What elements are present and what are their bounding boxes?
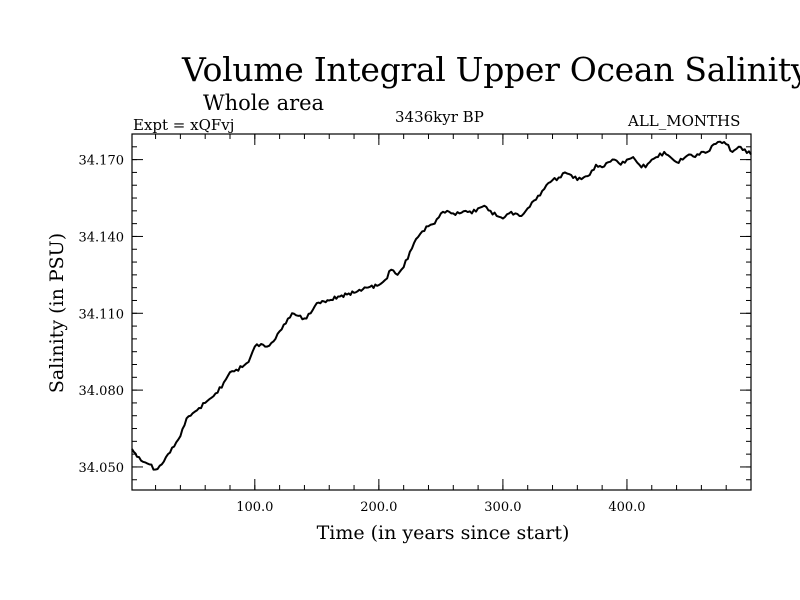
x-tick-label: 100.0: [236, 500, 273, 515]
y-tick-label: 34.140: [79, 230, 125, 245]
y-tick-label: 34.170: [79, 154, 125, 169]
months-label: ALL_MONTHS: [628, 112, 741, 130]
series-line-salinity: [131, 140, 752, 471]
x-axis-label: Time (in years since start): [317, 522, 570, 544]
x-tick-label: 300.0: [484, 500, 521, 515]
tick-labels-layer: 100.0 200.0 300.0 400.0 34.050 34.080 34.110 34…: [79, 154, 646, 515]
x-tick-label: 400.0: [608, 500, 645, 515]
experiment-label: Expt = xQFvj: [133, 116, 235, 134]
y-tick-label: 34.080: [79, 384, 125, 399]
period-label: 3436kyr BP: [395, 108, 484, 126]
x-tick-label: 200.0: [360, 500, 397, 515]
ticks-layer: [132, 133, 751, 490]
y-tick-label: 34.050: [79, 461, 125, 476]
y-axis-label: Salinity (in PSU): [46, 233, 68, 393]
plot-frame: [131, 133, 752, 491]
chart-subtitle: Whole area: [203, 91, 325, 115]
y-tick-label: 34.110: [79, 307, 125, 322]
chart-title: Volume Integral Upper Ocean Salinity: [182, 50, 800, 89]
